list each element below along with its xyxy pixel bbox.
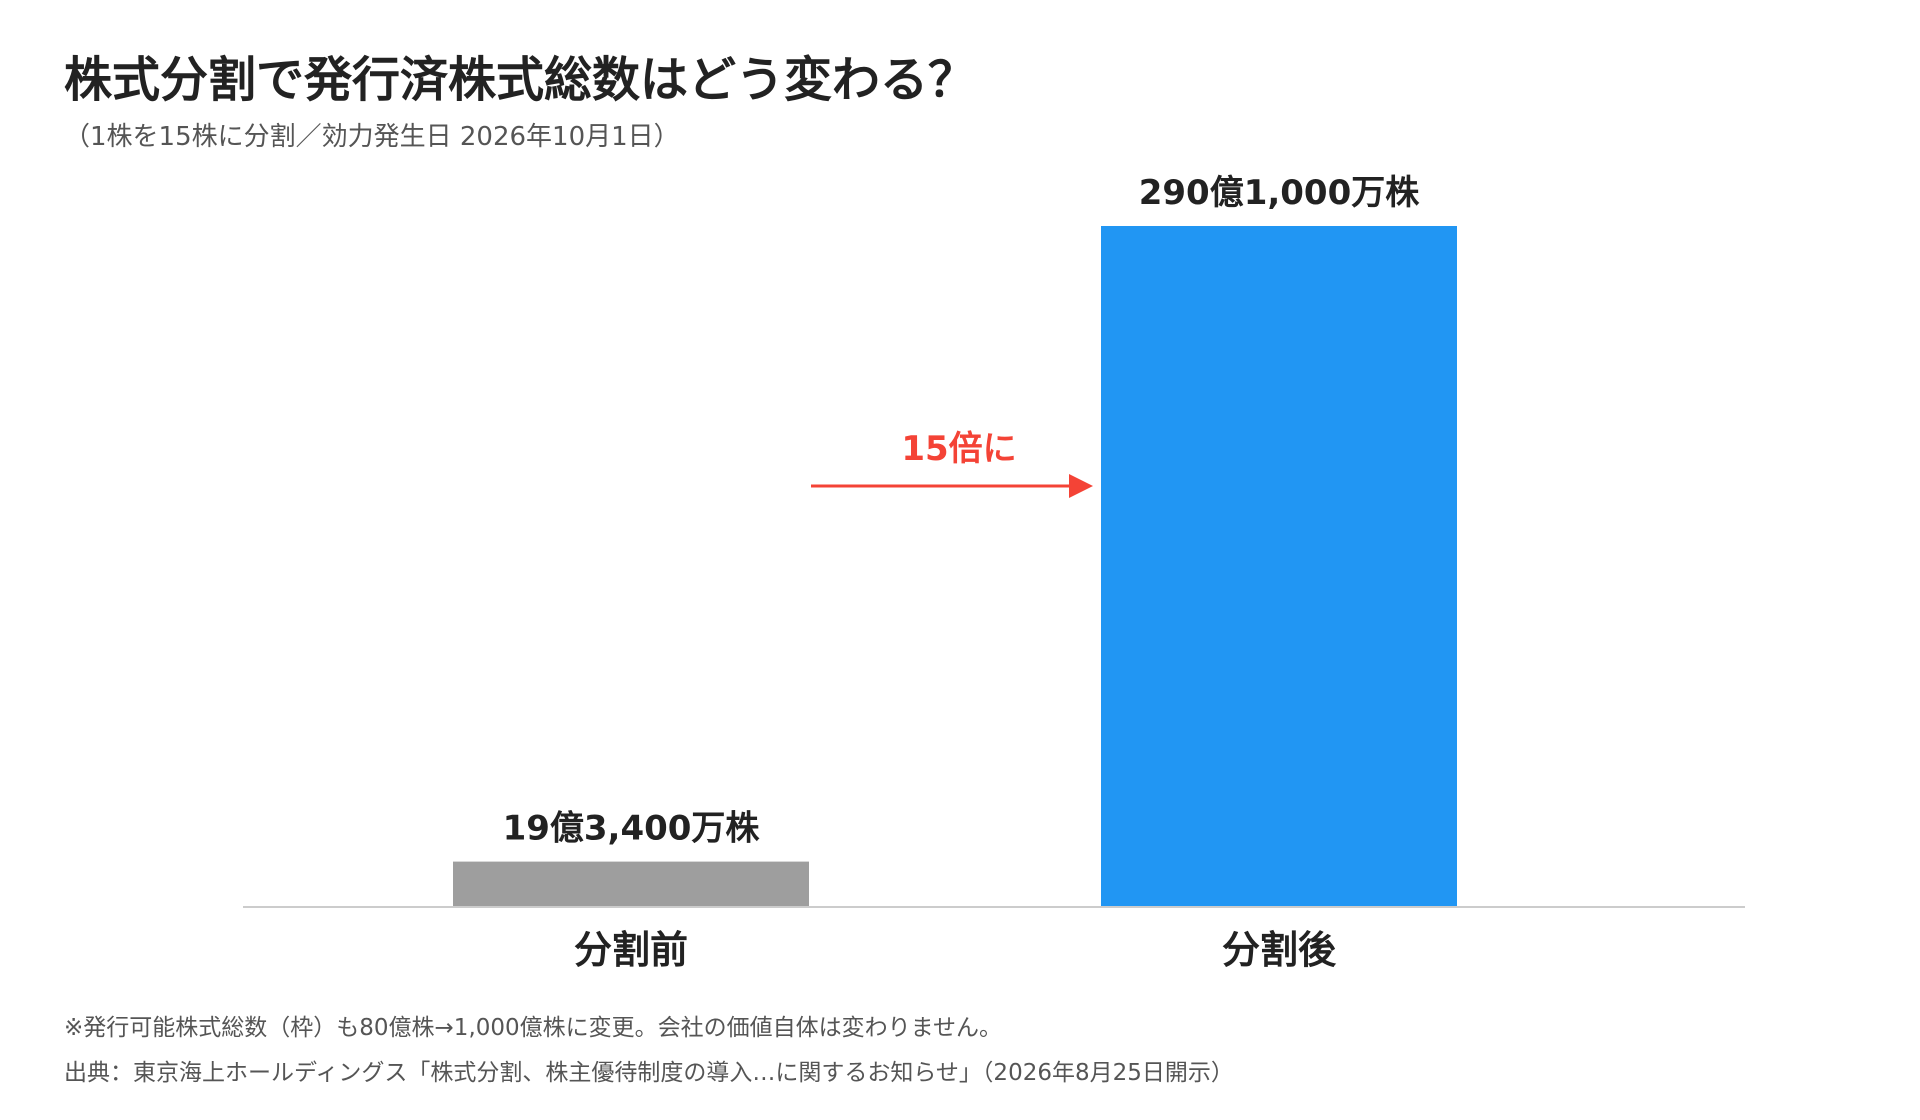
source-citation: 出典：東京海上ホールディングス「株式分割、株主優待制度の導入…に関するお知らせ」… [64, 1060, 1234, 1086]
chart-subtitle: （1株を15株に分割／効力発生日 2026年10月1日） [64, 122, 680, 152]
bar-after-split [1101, 226, 1457, 907]
bar-before-split [453, 861, 809, 907]
data-label: 290億1,000万株 [1139, 173, 1421, 213]
category-label: 分割前 [574, 928, 688, 972]
chart-title: 株式分割で発行済株式総数はどう変わる？ [64, 52, 977, 108]
growth-annotation-label: 15倍に [901, 429, 1016, 469]
footnote: ※発行可能株式総数（枠）も80億株→1,000億株に変更。会社の価値自体は変わり… [64, 1015, 1002, 1041]
data-label: 19億3,400万株 [503, 809, 761, 849]
category-label: 分割後 [1222, 928, 1337, 972]
